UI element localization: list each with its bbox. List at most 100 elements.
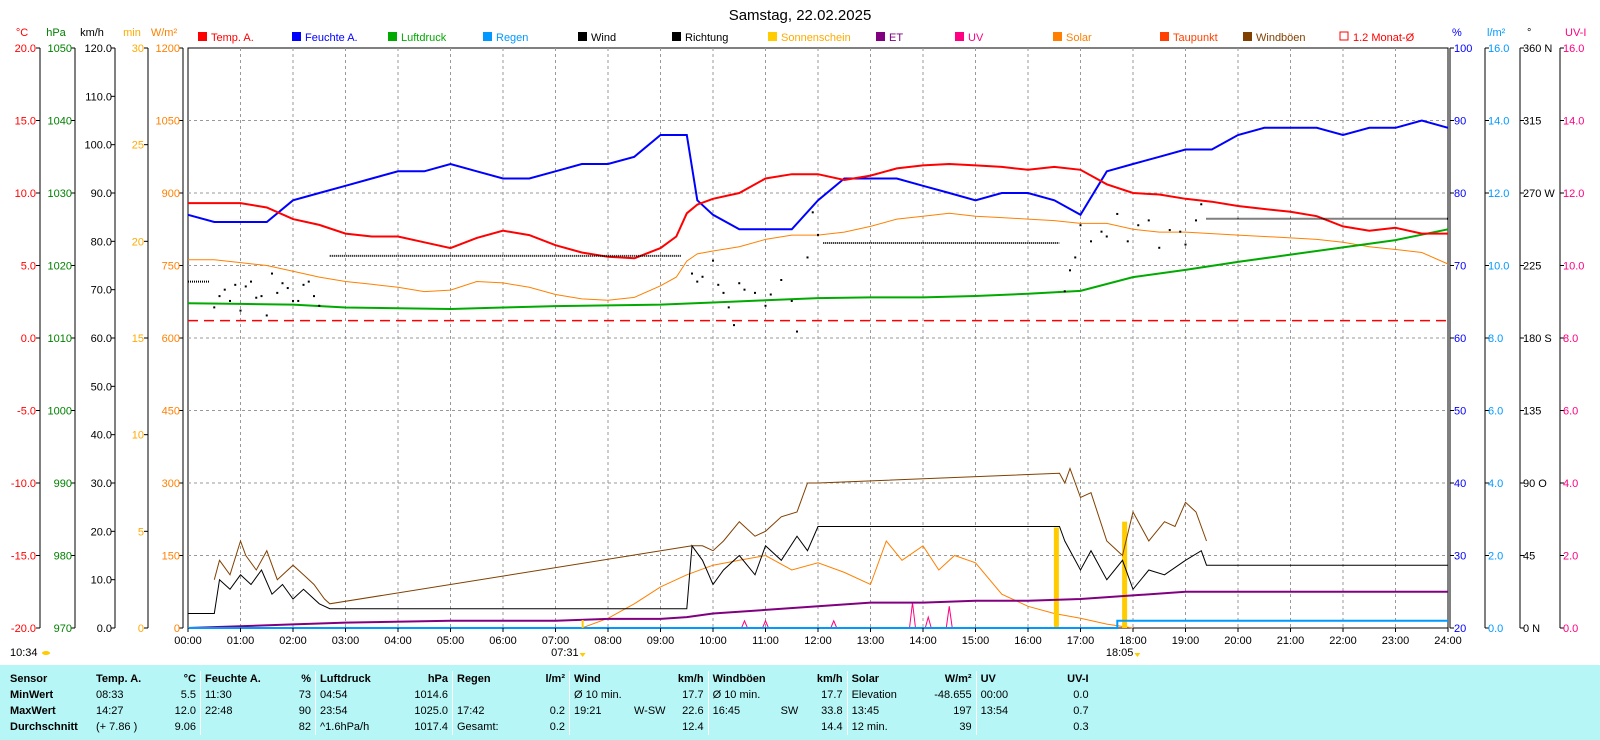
axis-unit-uvi: UV-I bbox=[1565, 27, 1586, 39]
axis-tick-label-pct: 100 bbox=[1454, 43, 1472, 55]
regen-time bbox=[452, 687, 521, 703]
direction-point bbox=[1126, 240, 1129, 243]
wind-dir bbox=[630, 719, 670, 735]
legend-label: Taupunkt bbox=[1173, 32, 1218, 44]
axis-tick-label-hpa: 990 bbox=[54, 478, 72, 490]
direction-point bbox=[764, 304, 767, 307]
direction-point bbox=[738, 282, 741, 285]
axis-unit-wm2: W/m² bbox=[151, 27, 178, 39]
x-tick-label: 13:00 bbox=[857, 635, 885, 647]
series-line-taupunkt bbox=[188, 212, 1449, 301]
feuchte-value: 73 bbox=[298, 689, 311, 701]
direction-point bbox=[1158, 246, 1161, 249]
temp-time: (+ 7.86 ) bbox=[96, 721, 138, 733]
x-tick-label: 16:00 bbox=[1014, 635, 1042, 647]
header-windboeen: Windböen bbox=[707, 671, 777, 687]
feuchte-value: 82 bbox=[298, 721, 311, 733]
wind-value: 22.6 bbox=[682, 705, 704, 717]
wind-dir: W-SW bbox=[634, 705, 666, 717]
header-wind-unit: km/h bbox=[677, 673, 704, 685]
stats-table: Sensor Temp. A. °C Feuchte A. % Luftdruc… bbox=[6, 671, 1093, 735]
direction-point bbox=[1100, 230, 1103, 233]
uv-spike bbox=[762, 619, 769, 629]
direction-point bbox=[817, 233, 819, 236]
chart-legend: Temp. A. Feuchte A. Luftdruck Regen Wind Rich… bbox=[198, 31, 1415, 44]
legend-swatch bbox=[768, 32, 777, 41]
axis-unit-hpa: hPa bbox=[46, 27, 66, 39]
direction-point bbox=[717, 283, 720, 286]
uv-time: 00:00 bbox=[975, 687, 1045, 703]
legend-label: Solar bbox=[1066, 32, 1092, 44]
weather-chart: Samstag, 22.02.2025 Temp. A. Feuchte A. Lu… bbox=[10, 7, 1587, 659]
direction-point bbox=[281, 282, 284, 285]
axis-tick-label-min: 30 bbox=[132, 43, 144, 55]
axis-tick-label-min: 0 bbox=[138, 623, 144, 635]
axis-tick-label-hpa: 1000 bbox=[48, 406, 72, 418]
direction-point bbox=[250, 280, 252, 283]
axis-tick-label-pct: 30 bbox=[1454, 551, 1466, 563]
direction-point bbox=[265, 314, 268, 317]
direction-point bbox=[318, 304, 321, 307]
x-tick-label: 18:00 bbox=[1119, 635, 1147, 647]
axis-tick-label-temp: -5.0 bbox=[17, 406, 36, 418]
axis-tick-label-deg: 270 W bbox=[1523, 188, 1555, 200]
sunshine-bar bbox=[1053, 527, 1059, 628]
axis-unit-lm2: l/m² bbox=[1487, 27, 1506, 39]
sunset-marker-icon bbox=[1134, 653, 1141, 657]
stats-panel: Sensor Temp. A. °C Feuchte A. % Luftdruc… bbox=[0, 665, 1600, 740]
uv-spike bbox=[830, 619, 838, 629]
axis-tick-label-uvi: 0.0 bbox=[1563, 623, 1578, 635]
direction-point bbox=[806, 256, 809, 259]
x-tick-label: 10:00 bbox=[699, 635, 727, 647]
axis-tick-label-pct: 90 bbox=[1454, 116, 1466, 128]
direction-point bbox=[1137, 224, 1140, 227]
uv-spike bbox=[945, 606, 953, 629]
direction-point bbox=[712, 259, 714, 262]
x-tick-label: 06:00 bbox=[489, 635, 517, 647]
uv-spike bbox=[741, 619, 748, 629]
axis-tick-label-uvi: 16.0 bbox=[1563, 43, 1584, 55]
axis-tick-label-deg: 45 bbox=[1523, 551, 1535, 563]
axis-tick-label-min: 20 bbox=[132, 236, 144, 248]
uv-time: 13:54 bbox=[975, 703, 1045, 719]
direction-point bbox=[1195, 219, 1197, 222]
direction-point bbox=[1079, 224, 1082, 227]
feuchte-time bbox=[200, 719, 269, 735]
header-temp: Temp. A. bbox=[96, 673, 142, 685]
legend-swatch bbox=[388, 32, 397, 41]
axis-tick-label-wm2: 750 bbox=[162, 261, 180, 273]
uv-value: 0.7 bbox=[1073, 705, 1089, 717]
axis-unit-pct: % bbox=[1452, 27, 1462, 39]
axis-tick-label-hpa: 1010 bbox=[48, 333, 72, 345]
current-time-label: 10:34 bbox=[10, 647, 38, 659]
direction-point bbox=[1090, 240, 1092, 243]
axis-tick-label-lm2: 4.0 bbox=[1488, 478, 1503, 490]
legend-label: Temp. A. bbox=[211, 32, 254, 44]
current-time-icon bbox=[42, 651, 50, 655]
direction-point bbox=[239, 309, 242, 312]
series-line-regen bbox=[188, 619, 1448, 629]
axis-tick-label-wm2: 450 bbox=[162, 406, 180, 418]
axis-tick-label-lm2: 16.0 bbox=[1488, 43, 1509, 55]
header-solar: Solar bbox=[846, 671, 918, 687]
direction-point bbox=[1074, 256, 1077, 259]
boe-value: 17.7 bbox=[821, 689, 843, 701]
axis-tick-label-kmh: 50.0 bbox=[91, 381, 112, 393]
axis-tick-label-kmh: 80.0 bbox=[91, 236, 112, 248]
luft-time: 23:54 bbox=[315, 703, 394, 719]
x-tick-label: 01:00 bbox=[227, 635, 255, 647]
axis-tick-label-hpa: 980 bbox=[54, 551, 72, 563]
header-sensor: Sensor bbox=[10, 673, 48, 685]
x-tick-label: 12:00 bbox=[804, 635, 832, 647]
header-luftdruck: Luftdruck bbox=[315, 671, 394, 687]
axis-tick-label-uvi: 4.0 bbox=[1563, 478, 1578, 490]
direction-point bbox=[292, 299, 294, 302]
temp-value: 5.5 bbox=[180, 689, 196, 701]
uv-value: 0.0 bbox=[1073, 689, 1089, 701]
x-tick-label: 23:00 bbox=[1382, 635, 1410, 647]
regen-value: 0.2 bbox=[549, 721, 565, 733]
legend-label: Wind bbox=[591, 32, 616, 44]
stats-row-avg: Durchschnitt (+ 7.86 ) 9.06 82 ^1.6hPa/h… bbox=[6, 719, 1093, 735]
legend-swatch bbox=[292, 32, 301, 41]
direction-point bbox=[696, 280, 699, 283]
